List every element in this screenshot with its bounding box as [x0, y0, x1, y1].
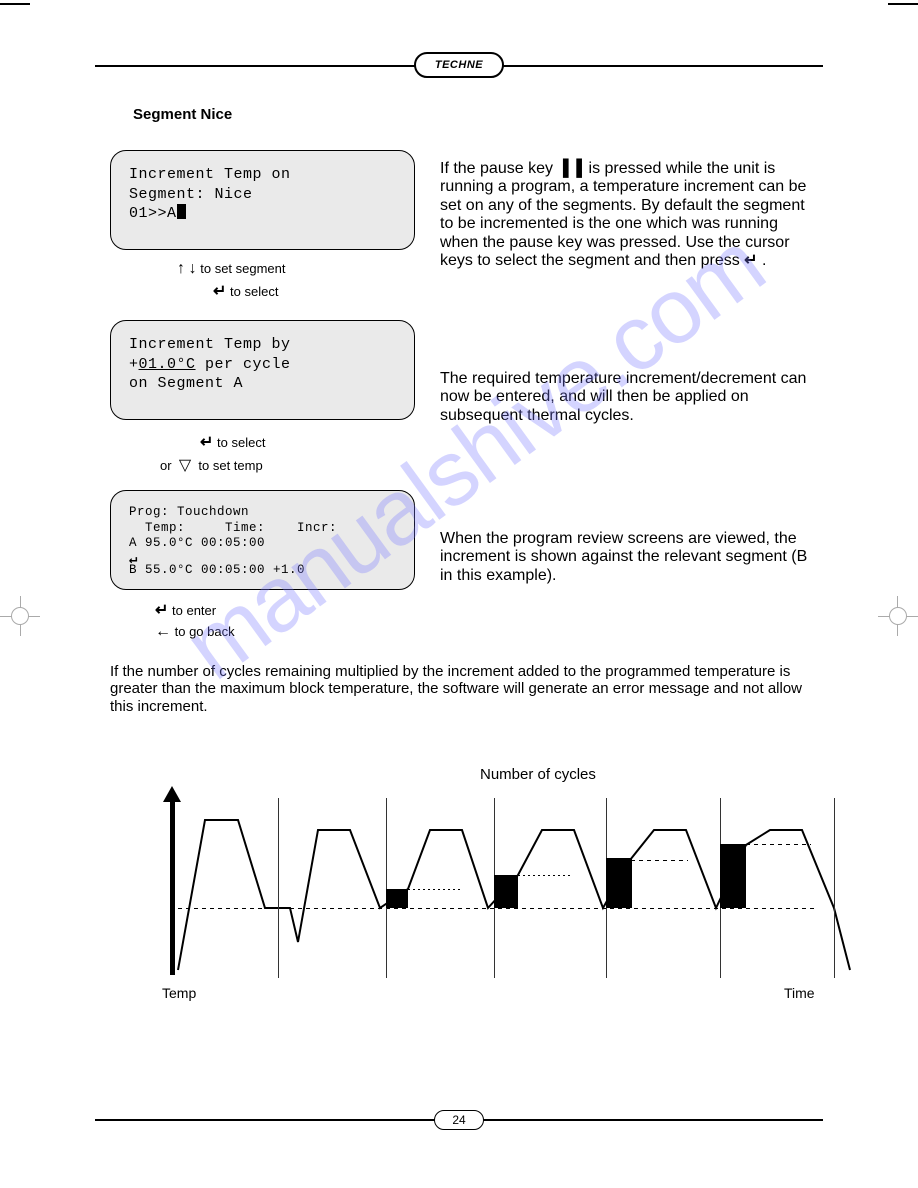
increment-dot-line — [518, 875, 573, 876]
enter-icon: ↵ — [155, 602, 168, 619]
note-text: If the number of cycles remaining multip… — [110, 663, 813, 715]
instruction-text: When the program review screens are view… — [440, 530, 813, 585]
footer-rule — [95, 1119, 439, 1121]
lcd-display: Increment Temp on Segment: Nice 01>>A — [110, 150, 415, 250]
temperature-diagram: Temp Time — [130, 790, 830, 1000]
lcd-line: +01.0°C per cycle — [129, 355, 396, 375]
lcd-display: Increment Temp by +01.0°C per cycle on S… — [110, 320, 415, 420]
increment-dot-line — [631, 860, 688, 861]
lcd-line: Segment: Nice — [129, 185, 396, 205]
instruction-text: If the pause key ▐▐ is pressed while the… — [440, 160, 813, 270]
key-hints: ↑ ↓ to set segment ↵ to select — [177, 260, 286, 304]
brand-logo: TECHNE — [414, 52, 504, 78]
pause-icon: ▐▐ — [557, 160, 584, 177]
increment-dot-line — [746, 844, 811, 845]
instruction-text: The required temperature increment/decre… — [440, 370, 813, 425]
cycle-guide — [834, 798, 835, 978]
enter-icon: ↵ — [200, 434, 213, 451]
triangle-down-icon: ▽ — [179, 457, 191, 474]
key-hints: ↵ to enter ← to go back — [155, 600, 235, 644]
increment-step — [606, 858, 632, 908]
lcd-line: B 55.0°C 00:05:00 +1.0 — [129, 563, 396, 579]
increment-step — [386, 889, 408, 908]
lcd-line: A 95.0°C 00:05:00 — [129, 536, 396, 552]
crop-mark — [888, 3, 918, 5]
cursor-icon — [177, 204, 186, 219]
increment-dot-line — [408, 889, 463, 890]
registration-mark — [11, 607, 29, 625]
registration-mark — [889, 607, 907, 625]
enter-icon: ↵ — [744, 252, 757, 269]
key-hints: ↵ to select or ▽ to set temp — [200, 432, 265, 478]
increment-step — [720, 844, 746, 908]
lcd-line: Prog: Touchdown — [129, 505, 396, 521]
arrow-up-icon: ↑ — [177, 260, 185, 277]
cycle-guide — [386, 798, 387, 978]
page-number: 24 — [434, 1110, 484, 1130]
lcd-line: Increment Temp by — [129, 335, 396, 355]
lcd-display: Prog: Touchdown Temp: Time: Incr: A 95.0… — [110, 490, 415, 590]
enter-icon: ↵ — [213, 283, 226, 300]
lcd-line: on Segment A — [129, 374, 396, 394]
crop-mark — [0, 3, 30, 5]
arrow-down-icon: ↓ — [189, 260, 197, 277]
lcd-line: Increment Temp on — [129, 165, 396, 185]
lcd-line: Temp: Time: Incr: — [129, 521, 396, 537]
cycle-guide — [278, 798, 279, 978]
segment-nice-label: Segment Nice — [133, 106, 232, 123]
num-cycles-label: Number of cycles — [480, 766, 596, 783]
lcd-line: 01>>A — [129, 204, 396, 224]
increment-step — [494, 875, 518, 908]
footer-rule — [479, 1119, 823, 1121]
arrow-left-icon: ← — [155, 623, 171, 640]
